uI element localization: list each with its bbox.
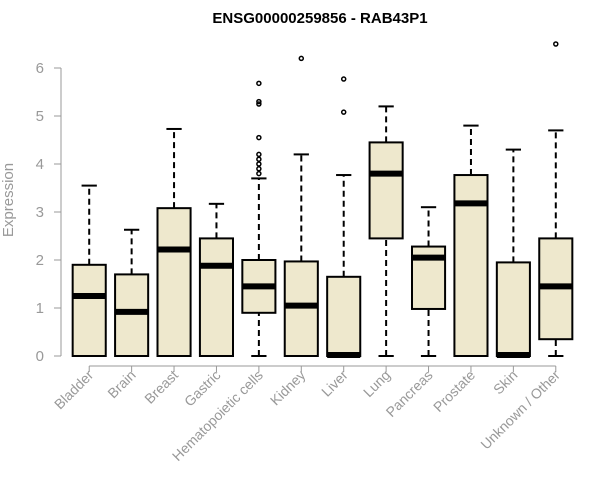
box [283,260,319,357]
y-tick-label: 4 [36,156,44,173]
x-tick-label: Unknown / Other [477,367,563,453]
box-group [156,127,192,357]
outlier-point [256,80,262,87]
box [495,261,531,357]
outlier-point [340,76,347,82]
y-tick-label: 0 [36,348,44,365]
box-group [495,148,531,359]
outlier-point [340,109,347,115]
box [114,273,150,357]
y-tick-label: 5 [36,108,44,125]
outlier-point [256,151,262,158]
box-group [368,105,404,357]
x-tick-label: Breast [141,367,181,407]
box-group [453,124,489,357]
box [326,275,362,357]
box [368,141,404,240]
box [71,263,107,357]
y-tick-label: 1 [36,300,44,317]
box-group [241,80,277,357]
outlier-point [256,134,262,141]
x-tick-label: Bladder [51,367,97,413]
y-tick-label: 6 [36,60,44,77]
x-tick-label: Brain [104,367,138,401]
outlier-point [256,98,262,105]
x-tick-label: Lung [360,367,393,400]
chart-title: ENSG00000259856 - RAB43P1 [212,10,427,27]
box-group [283,55,319,357]
outlier-point [256,101,262,107]
box [198,237,235,357]
x-tick-label: Prostate [430,367,478,415]
y-axis: 0 1 2 3 4 5 6 [36,60,62,365]
x-tick-label: Pancreas [383,367,436,420]
x-tick-label: Skin [490,367,521,398]
outlier-point [553,41,559,47]
box-group [410,206,447,357]
outlier-point [256,161,262,167]
box-group [198,202,235,357]
outlier-point [298,55,305,62]
x-tick-label: Liver [318,367,351,400]
boxes-group [71,41,574,359]
box [156,207,192,357]
outlier-point [256,170,262,177]
box-group [71,184,107,357]
y-tick-label: 2 [36,252,44,269]
box-group [538,41,574,357]
outlier-point [256,166,262,172]
outlier-point [256,156,262,162]
y-tick-label: 3 [36,204,44,221]
y-axis-label: Expression [0,163,17,237]
box-group [326,76,362,359]
x-tick-label: Kidney [267,367,309,409]
box-group [114,228,150,357]
